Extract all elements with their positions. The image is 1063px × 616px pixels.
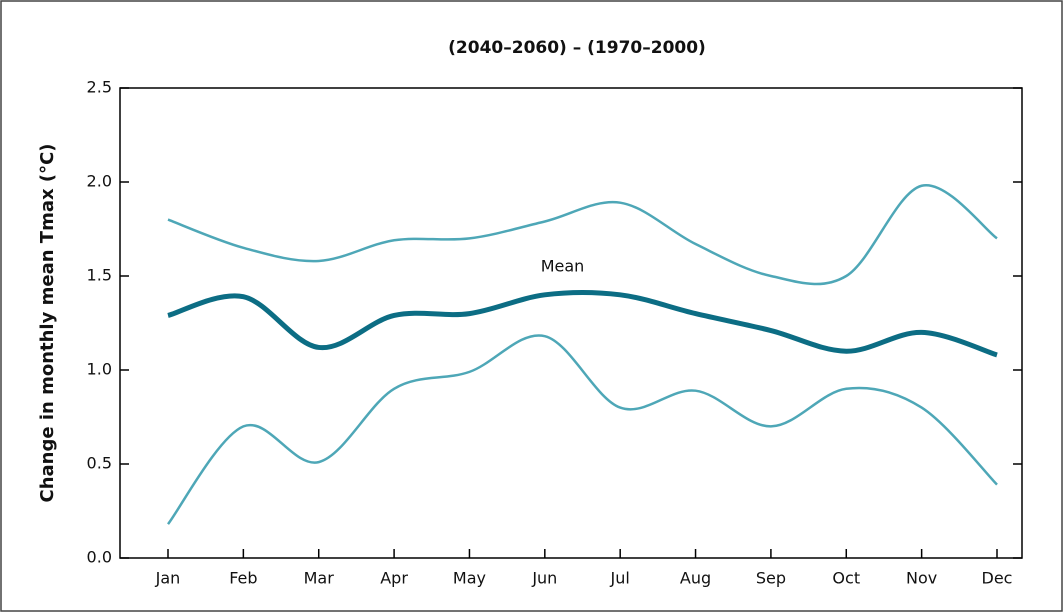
y-tick-label: 2.5 xyxy=(87,78,112,97)
x-tick-label: Sep xyxy=(756,569,786,588)
y-axis-label: Change in monthly mean Tmax (°C) xyxy=(37,143,58,502)
x-tick-label: Jul xyxy=(610,569,630,588)
x-tick-label: Aug xyxy=(680,569,711,588)
chart-title: (2040–2060) – (1970–2000) xyxy=(448,38,706,58)
mean-line xyxy=(167,289,998,358)
y-tick-label: 0.5 xyxy=(87,454,112,473)
y-tick-label: 1.5 xyxy=(87,266,112,285)
x-tick-label: Nov xyxy=(906,569,937,588)
x-tick-label: Feb xyxy=(229,569,257,588)
range-line xyxy=(167,334,998,525)
y-tick-label: 2.0 xyxy=(87,172,112,191)
x-tick-label: Mar xyxy=(304,569,335,588)
y-tick-label: 1.0 xyxy=(87,360,112,379)
x-tick-label: Dec xyxy=(982,569,1013,588)
x-tick-label: Jan xyxy=(155,569,181,588)
plot-area xyxy=(119,87,1023,559)
y-tick-label: 0.0 xyxy=(87,548,112,567)
series-label: Mean xyxy=(541,256,585,275)
x-tick-label: Jun xyxy=(531,569,557,588)
x-tick-label: Apr xyxy=(380,569,408,588)
x-tick-label: May xyxy=(453,569,486,588)
x-tick-label: Oct xyxy=(832,569,860,588)
range-line xyxy=(167,184,998,286)
